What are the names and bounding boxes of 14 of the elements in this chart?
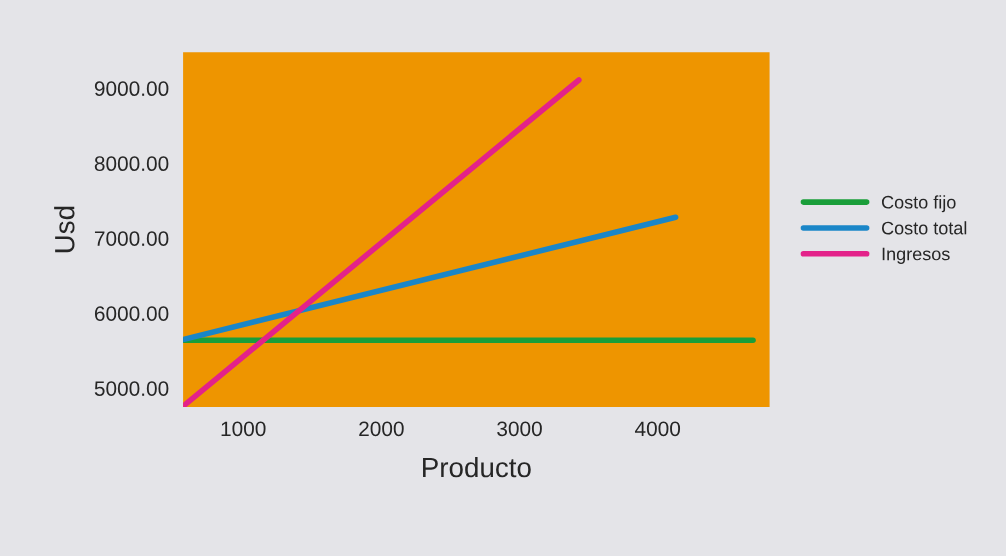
- y-tick-label: 6000.00: [94, 306, 169, 321]
- y-tick-label: 8000.00: [94, 156, 169, 172]
- y-tick-label: 5000.00: [94, 381, 169, 396]
- x-axis-title: Producto: [423, 456, 531, 478]
- legend-label: Costo total: [881, 221, 967, 235]
- y-tick-label: 7000.00: [94, 231, 169, 247]
- x-tick-label: 1000: [221, 421, 266, 437]
- x-tick-label: 2000: [359, 421, 404, 437]
- x-tick-label: 4000: [634, 421, 681, 437]
- x-tick-label: 3000: [497, 421, 542, 437]
- y-tick-label: 9000.00: [94, 81, 169, 97]
- legend-label: Ingresos: [882, 247, 950, 264]
- legend-label: Costo fijo: [881, 195, 956, 213]
- y-axis-title: Usd: [54, 206, 75, 253]
